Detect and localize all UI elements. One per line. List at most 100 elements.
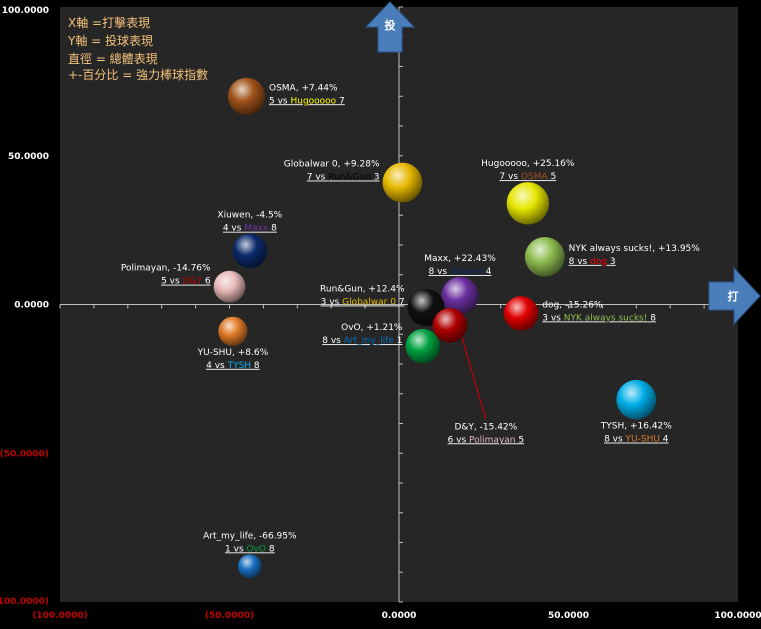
bubble-label-title: Polimayan, -14.76% [121, 264, 211, 274]
matchup-opponent: NYK always sucks! [564, 313, 648, 323]
bubble-label-matchup: 8 vs Art_my_life 1 [322, 336, 402, 346]
matchup-opp-score: 8 [266, 544, 275, 554]
x-tick-label: 100.0000 [714, 611, 761, 621]
matchup-opponent: Hugooooo [290, 96, 336, 106]
legend-note-diameter: 直徑 = 總體表現 [68, 51, 158, 66]
x-tick-label: 50.0000 [548, 611, 589, 621]
bubble-label-title: TYSH, +16.42% [600, 422, 673, 432]
matchup-self: 5 vs [269, 96, 290, 106]
matchup-opponent: Xiuwen [450, 267, 483, 277]
bubble-label-title: OvO, +1.21% [341, 323, 403, 333]
bubble-maxx [441, 277, 479, 315]
matchup-self: 7 vs [307, 173, 328, 183]
y-tick-label: 100.0000 [2, 6, 49, 16]
matchup-opponent: Run&Gun [328, 173, 371, 183]
axes [59, 6, 739, 603]
matchup-opponent: TYSH [227, 361, 251, 371]
bubble-label-matchup: 1 vs OvO 8 [225, 544, 275, 554]
bubble-polimayan [213, 270, 246, 303]
matchup-opponent: YU-SHU [625, 435, 660, 445]
callout-lines [461, 337, 487, 420]
legend-note-y: Y軸 = 投球表現 [67, 33, 153, 48]
matchup-self: 4 vs [206, 361, 227, 371]
matchup-self: 8 vs [428, 267, 449, 277]
matchup-opp-score: 3 [371, 173, 380, 183]
bubble-label-title: D&Y, -15.42% [454, 422, 517, 432]
bubbles [213, 77, 657, 579]
bubble-label-matchup: 7 vs OSMA 5 [499, 172, 556, 182]
bubble-tysh [616, 379, 657, 420]
bubble-d-y [432, 308, 468, 343]
x-tick-label: (100.0000) [32, 611, 87, 621]
x-arrow-label: 打 [728, 289, 739, 303]
bubble-dog [503, 296, 539, 331]
matchup-opp-score: 1 [394, 336, 403, 346]
x-tick-label: (50.0000) [205, 611, 254, 621]
legend-note-x: X軸 =打擊表現 [68, 15, 150, 30]
matchup-opponent: Polimayan [469, 435, 515, 445]
matchup-self: 8 vs [604, 435, 625, 445]
matchup-opponent: OSMA [521, 172, 549, 182]
matchup-self: 7 vs [499, 172, 520, 182]
bubble-label-title: Globalwar 0, +9.28% [284, 160, 380, 170]
matchup-opp-score: 5 [516, 435, 525, 445]
matchup-self: 6 vs [448, 435, 469, 445]
bubble-label-matchup: 6 vs Polimayan 5 [448, 435, 525, 445]
x-axis-arrow: 打 [708, 266, 761, 326]
bubble-label-title: Xiuwen, -4.5% [217, 211, 282, 221]
bubble-label-title: OSMA, +7.44% [269, 83, 338, 93]
legend-notes: X軸 =打擊表現 Y軸 = 投球表現 直徑 = 總體表現 +-百分比 = 強力棒… [67, 15, 208, 82]
matchup-self: 4 vs [223, 224, 244, 234]
bubble-yu-shu [218, 316, 248, 346]
matchup-opponent: Art_my_life [344, 336, 395, 346]
bubble-label-title: Hugooooo, +25.16% [481, 159, 575, 169]
matchup-self: 3 vs [542, 313, 563, 323]
matchup-opp-score: 3 [607, 257, 616, 267]
legend-note-index: +-百分比 = 強力棒球指數 [68, 67, 208, 82]
y-arrow-label: 投 [385, 18, 396, 32]
bubble-hugooooo [506, 182, 550, 225]
matchup-opponent: OvO [247, 544, 267, 554]
bubble-label-matchup: 3 vs NYK always sucks! 8 [542, 313, 656, 323]
matchup-self: 8 vs [322, 336, 343, 346]
bubble-label-matchup: 5 vs D&Y 6 [161, 277, 211, 287]
matchup-opponent: D&Y [183, 277, 203, 287]
matchup-opp-score: 8 [251, 361, 260, 371]
bubble-ovo [405, 328, 440, 364]
y-tick-label: 50.0000 [8, 152, 49, 162]
bubble-label-title: NYK always sucks!, +13.95% [569, 244, 701, 254]
bubble-labels: OSMA, +7.44% 5 vs Hugooooo 7 Globalwar 0, … [121, 83, 700, 554]
matchup-opp-score: 4 [660, 435, 669, 445]
matchup-opp-score: 7 [336, 96, 345, 106]
matchup-self: 8 vs [569, 257, 590, 267]
tick-labels: (100.0000) (50.0000) 0.0000 50.0000 100.0000… [0, 6, 761, 621]
bubble-label-title: YU-SHU, +8.6% [197, 348, 269, 358]
matchup-opponent: Maxx [244, 224, 269, 234]
bubble-label-matchup: 7 vs Run&Gun 3 [307, 173, 380, 183]
matchup-opp-score: 5 [548, 172, 557, 182]
matchup-opponent: Globalwar 0 [342, 297, 396, 307]
bubble-label-matchup: 8 vs dog 3 [569, 257, 616, 267]
bubble-label-title: Art_my_life, -66.95% [203, 531, 297, 541]
bubble-xiuwen [232, 233, 268, 269]
y-tick-label: 0.0000 [14, 301, 49, 311]
y-tick-label: (50.0000) [0, 449, 49, 459]
callout-line [461, 337, 487, 420]
matchup-opponent: dog [590, 257, 607, 267]
matchup-self: 3 vs [321, 297, 342, 307]
y-tick-label: (100.0000) [0, 597, 49, 607]
bubble-label-matchup: 4 vs TYSH 8 [206, 361, 260, 371]
matchup-opp-score: 4 [483, 267, 492, 277]
matchup-opp-score: 6 [202, 277, 211, 287]
bubble-label-title: dog, -15.26% [542, 300, 603, 310]
x-tick-label: 0.0000 [382, 611, 417, 621]
bubble-label-matchup: 8 vs YU-SHU 4 [604, 435, 669, 445]
matchup-opp-score: 7 [396, 297, 405, 307]
bubble-label-matchup: 8 vs Xiuwen 4 [428, 267, 491, 277]
bubble-label-matchup: 5 vs Hugooooo 7 [269, 96, 345, 106]
bubble-art-my-life [237, 554, 262, 579]
matchup-opp-score: 8 [647, 313, 656, 323]
matchup-self: 1 vs [225, 544, 246, 554]
